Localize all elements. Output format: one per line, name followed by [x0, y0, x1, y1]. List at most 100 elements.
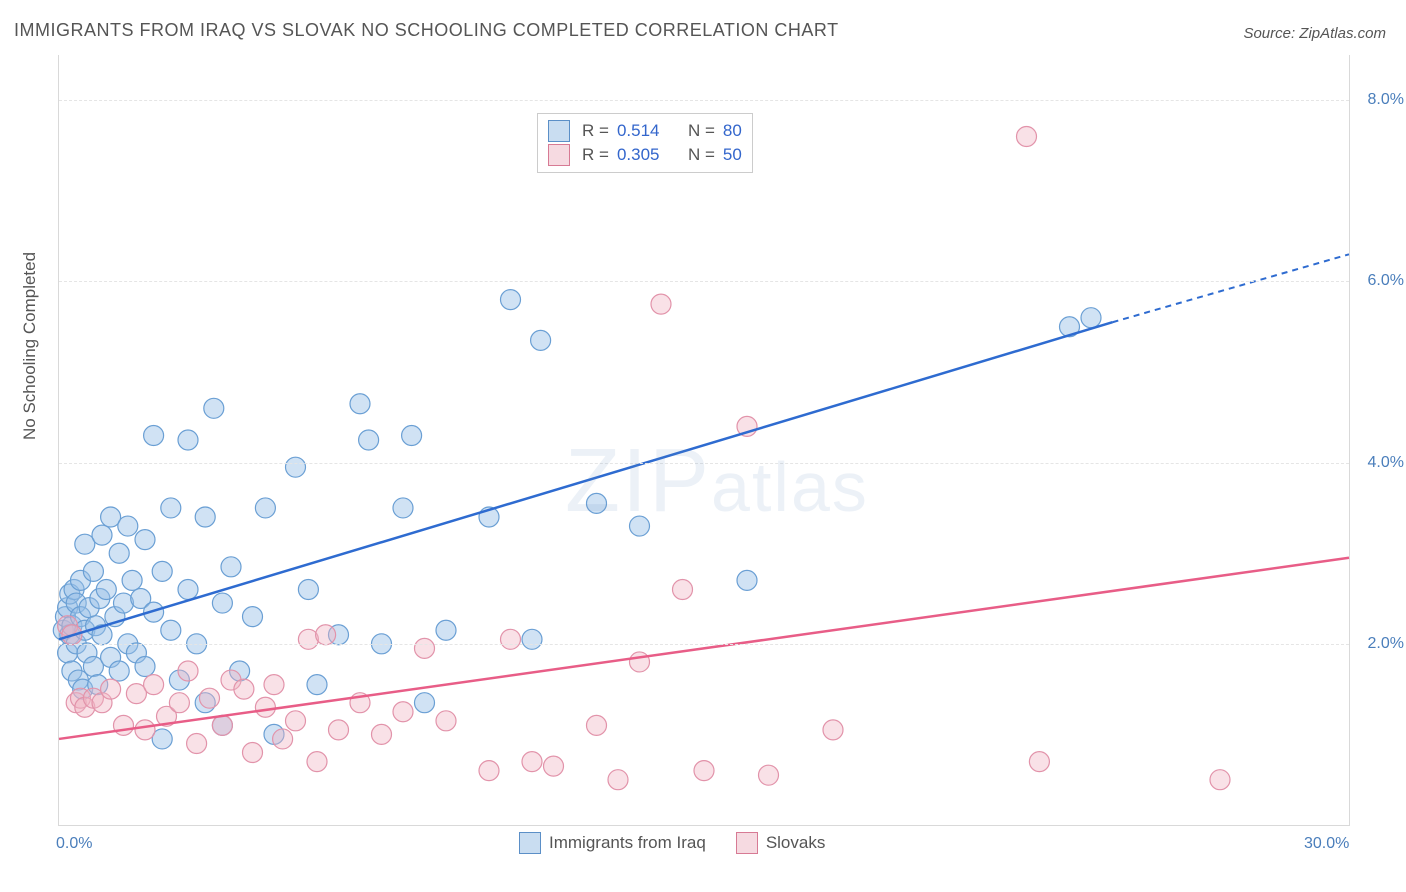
scatter-point-iraq — [307, 675, 327, 695]
plot-area: R = 0.514 N = 80 R = 0.305 N = 50 Immigr… — [58, 55, 1350, 826]
scatter-point-slovak — [273, 729, 293, 749]
x-tick-label: 0.0% — [56, 835, 92, 853]
scatter-point-iraq — [152, 561, 172, 581]
legend-label-1: Immigrants from Iraq — [549, 833, 706, 853]
scatter-point-slovak — [329, 720, 349, 740]
scatter-point-iraq — [436, 620, 456, 640]
scatter-point-iraq — [161, 620, 181, 640]
source-attribution: Source: ZipAtlas.com — [1243, 25, 1386, 42]
scatter-point-iraq — [415, 693, 435, 713]
scatter-point-iraq — [393, 498, 413, 518]
scatter-point-slovak — [234, 679, 254, 699]
correlation-legend: R = 0.514 N = 80 R = 0.305 N = 50 — [537, 113, 753, 173]
series-legend: Immigrants from Iraq Slovaks — [519, 832, 825, 854]
gridline — [59, 281, 1349, 282]
r-label: R = — [582, 145, 609, 165]
x-tick-label: 30.0% — [1304, 835, 1349, 853]
legend-row-series2: R = 0.305 N = 50 — [548, 144, 742, 166]
legend-item-2: Slovaks — [736, 832, 826, 854]
scatter-point-iraq — [737, 570, 757, 590]
gridline — [59, 463, 1349, 464]
swatch-blue — [548, 120, 570, 142]
scatter-point-iraq — [255, 498, 275, 518]
scatter-point-slovak — [673, 579, 693, 599]
scatter-point-iraq — [96, 579, 116, 599]
r-label: R = — [582, 121, 609, 141]
scatter-point-iraq — [144, 425, 164, 445]
y-tick-label: 8.0% — [1354, 91, 1404, 109]
scatter-point-iraq — [178, 579, 198, 599]
scatter-point-iraq — [359, 430, 379, 450]
scatter-point-slovak — [243, 743, 263, 763]
scatter-point-slovak — [114, 715, 134, 735]
scatter-point-iraq — [286, 457, 306, 477]
scatter-point-slovak — [608, 770, 628, 790]
scatter-point-iraq — [1081, 308, 1101, 328]
scatter-point-slovak — [286, 711, 306, 731]
scatter-point-slovak — [307, 752, 327, 772]
scatter-point-slovak — [694, 761, 714, 781]
scatter-point-slovak — [630, 652, 650, 672]
scatter-point-iraq — [118, 516, 138, 536]
swatch-pink — [548, 144, 570, 166]
n-label: N = — [688, 121, 715, 141]
scatter-point-iraq — [135, 656, 155, 676]
scatter-point-iraq — [212, 593, 232, 613]
scatter-point-iraq — [135, 530, 155, 550]
legend-row-series1: R = 0.514 N = 80 — [548, 120, 742, 142]
scatter-point-slovak — [759, 765, 779, 785]
scatter-point-iraq — [531, 330, 551, 350]
scatter-point-slovak — [501, 629, 521, 649]
scatter-point-slovak — [178, 661, 198, 681]
scatter-point-iraq — [298, 579, 318, 599]
n-value-1: 80 — [723, 121, 742, 141]
scatter-point-slovak — [479, 761, 499, 781]
scatter-point-iraq — [122, 570, 142, 590]
scatter-point-slovak — [101, 679, 121, 699]
scatter-point-slovak — [1210, 770, 1230, 790]
scatter-point-slovak — [200, 688, 220, 708]
r-value-1: 0.514 — [617, 121, 672, 141]
scatter-point-slovak — [264, 675, 284, 695]
scatter-point-slovak — [436, 711, 456, 731]
scatter-point-iraq — [522, 629, 542, 649]
scatter-point-iraq — [630, 516, 650, 536]
scatter-point-slovak — [415, 638, 435, 658]
scatter-point-slovak — [187, 733, 207, 753]
trend-line-slovak — [59, 558, 1349, 739]
gridline — [59, 100, 1349, 101]
scatter-point-slovak — [651, 294, 671, 314]
scatter-point-iraq — [204, 398, 224, 418]
scatter-point-slovak — [823, 720, 843, 740]
scatter-point-iraq — [195, 507, 215, 527]
trend-line-iraq-extrapolated — [1113, 254, 1350, 322]
scatter-point-slovak — [393, 702, 413, 722]
y-axis-title: No Schooling Completed — [20, 252, 40, 440]
scatter-point-slovak — [169, 693, 189, 713]
scatter-point-slovak — [135, 720, 155, 740]
r-value-2: 0.305 — [617, 145, 672, 165]
y-tick-label: 4.0% — [1354, 454, 1404, 472]
scatter-point-slovak — [255, 697, 275, 717]
y-tick-label: 6.0% — [1354, 272, 1404, 290]
scatter-point-iraq — [402, 425, 422, 445]
scatter-point-slovak — [1029, 752, 1049, 772]
scatter-point-slovak — [316, 625, 336, 645]
scatter-point-slovak — [144, 675, 164, 695]
scatter-point-slovak — [372, 724, 392, 744]
scatter-point-iraq — [109, 661, 129, 681]
scatter-point-iraq — [109, 543, 129, 563]
scatter-point-iraq — [221, 557, 241, 577]
scatter-point-slovak — [1017, 127, 1037, 147]
swatch-pink — [736, 832, 758, 854]
scatter-point-iraq — [501, 290, 521, 310]
n-label: N = — [688, 145, 715, 165]
scatter-point-slovak — [522, 752, 542, 772]
scatter-point-slovak — [544, 756, 564, 776]
gridline — [59, 644, 1349, 645]
scatter-point-iraq — [92, 525, 112, 545]
trend-line-iraq — [59, 322, 1113, 639]
y-tick-label: 2.0% — [1354, 635, 1404, 653]
scatter-point-iraq — [161, 498, 181, 518]
chart-title: IMMIGRANTS FROM IRAQ VS SLOVAK NO SCHOOL… — [14, 20, 839, 41]
